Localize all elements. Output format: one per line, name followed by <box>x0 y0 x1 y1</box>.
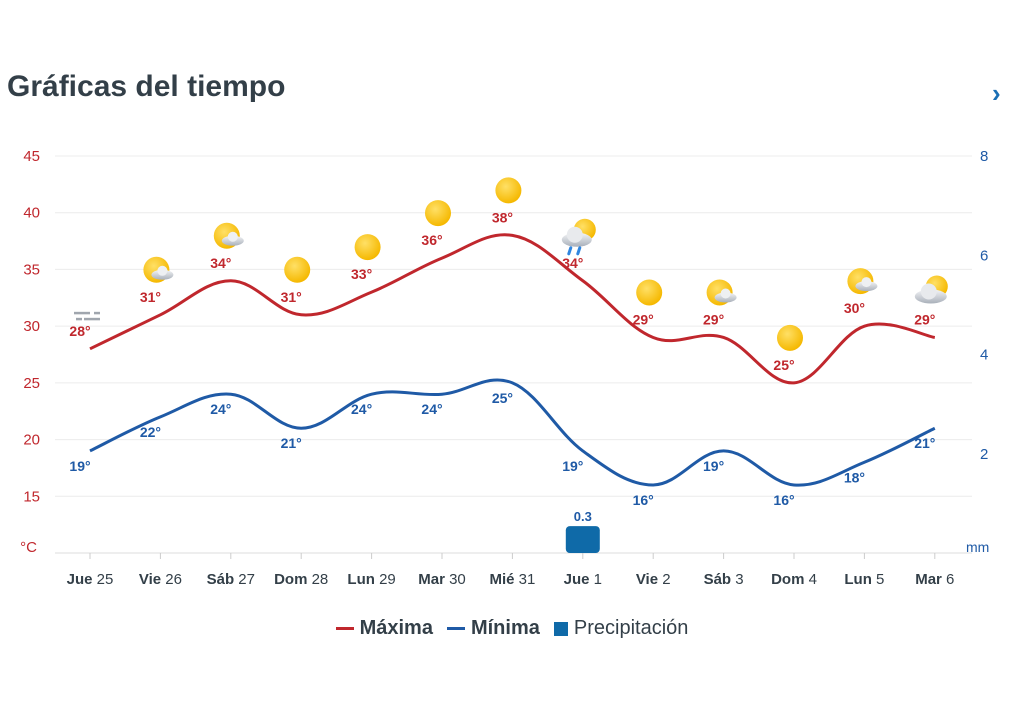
line-max <box>89 233 936 385</box>
min-label: 19° <box>703 458 724 474</box>
y-left-tick: 30 <box>23 318 40 335</box>
min-label: 19° <box>562 458 583 474</box>
precip-bar <box>565 526 600 553</box>
x-tick-label: Jue 1 <box>564 571 602 588</box>
max-label: 30° <box>844 300 865 316</box>
y-right-tick: 4 <box>980 347 988 364</box>
min-label: 21° <box>914 435 935 451</box>
weather-icon-sun <box>284 256 311 283</box>
y-right-unit: mm <box>966 539 989 555</box>
weather-icon-sun <box>636 279 663 306</box>
x-tick-label: Sáb 3 <box>704 571 744 588</box>
x-tick-label: Vie 26 <box>139 571 182 588</box>
min-label: 16° <box>773 492 794 508</box>
min-label: 19° <box>69 458 90 474</box>
legend-label-max: Máxima <box>359 617 433 639</box>
x-tick-label: Lun 5 <box>844 571 884 588</box>
chevron-right-icon[interactable]: › <box>992 78 1001 108</box>
legend-item-min[interactable]: Mínima <box>446 617 540 640</box>
legend-item-max[interactable]: Máxima <box>335 617 433 640</box>
min-label: 22° <box>140 424 161 440</box>
max-label: 29° <box>914 311 935 327</box>
max-label: 31° <box>140 289 161 305</box>
y-left-tick: 25 <box>23 375 40 392</box>
weather-icon-sun-cloud <box>143 256 174 283</box>
line-min <box>89 378 936 487</box>
weather-icon-sun <box>777 324 803 351</box>
legend-swatch-min <box>446 627 465 630</box>
legend-item-precip[interactable]: Precipitación <box>553 617 689 640</box>
max-label: 38° <box>492 209 513 225</box>
weather-icon-fog <box>74 311 100 321</box>
y-left-tick: 20 <box>23 432 40 449</box>
y-left-tick: 15 <box>23 488 40 505</box>
y-left-tick: 35 <box>23 261 40 278</box>
x-tick-label: Vie 2 <box>636 571 671 588</box>
legend-swatch-max <box>335 627 354 630</box>
max-label: 29° <box>703 311 724 327</box>
weather-icon-sun-cloud <box>706 279 737 306</box>
max-label: 31° <box>281 289 302 305</box>
weather-icon-cloud-sun <box>914 275 948 304</box>
y-left-tick: 45 <box>23 148 40 165</box>
page-title: Gráficas del tiempo <box>7 70 286 103</box>
x-tick-label: Mar 6 <box>915 571 954 588</box>
legend-swatch-precip <box>553 621 568 636</box>
max-label: 34° <box>210 255 231 271</box>
x-tick-label: Dom 28 <box>274 571 328 588</box>
x-tick-label: Sáb 27 <box>207 571 255 588</box>
x-tick-label: Lun 29 <box>347 571 395 588</box>
min-label: 25° <box>492 390 513 406</box>
x-tick-label: Dom 4 <box>771 571 817 588</box>
weather-icon-sun-cloud <box>213 222 244 249</box>
weather-icon-rain-sun <box>561 218 596 256</box>
max-label: 28° <box>69 323 90 339</box>
min-label: 21° <box>281 435 302 451</box>
min-label: 16° <box>633 492 654 508</box>
y-right-tick: 6 <box>980 247 988 264</box>
weather-icon-sun <box>425 200 451 227</box>
legend-label-precip: Precipitación <box>573 617 689 639</box>
y-left-unit: °C <box>20 539 37 556</box>
min-label: 24° <box>210 401 231 417</box>
min-label: 24° <box>351 401 372 417</box>
max-label: 36° <box>421 232 442 248</box>
weather-icon-sun-cloud <box>847 268 878 295</box>
weather-icon-sun <box>495 177 522 204</box>
x-tick-label: Mié 31 <box>489 571 535 588</box>
precip-label: 0.3 <box>574 509 592 524</box>
x-tick-label: Jue 25 <box>67 571 114 588</box>
max-label: 34° <box>562 255 583 271</box>
max-label: 25° <box>773 357 794 373</box>
legend: Máxima Mínima Precipitación <box>0 617 1024 640</box>
y-left-tick: 40 <box>23 205 40 222</box>
legend-label-min: Mínima <box>470 617 540 639</box>
x-tick-label: Mar 30 <box>418 571 466 588</box>
y-right-tick: 8 <box>980 148 988 165</box>
weather-icon-sun <box>354 234 381 261</box>
min-label: 18° <box>844 469 865 485</box>
max-label: 33° <box>351 266 372 282</box>
min-label: 24° <box>421 401 442 417</box>
max-label: 29° <box>633 311 654 327</box>
y-right-tick: 2 <box>980 446 988 463</box>
